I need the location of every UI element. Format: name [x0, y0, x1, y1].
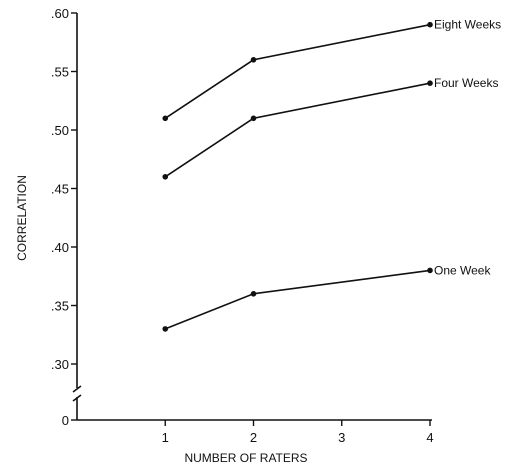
data-point-eight-weeks — [427, 21, 433, 28]
series-label-eight-weeks: Eight Weeks — [434, 18, 501, 32]
y-axis-break-mark — [72, 394, 82, 402]
data-point-four-weeks — [162, 174, 169, 180]
axes — [72, 13, 432, 421]
y-tick-label: .35 — [51, 299, 69, 314]
y-tick-label: .40 — [51, 240, 69, 255]
y-axis-break-mark — [72, 385, 82, 393]
series-group: Eight Weeks Four Weeks One Week — [162, 18, 501, 332]
data-point-four-weeks — [250, 115, 257, 122]
series-line-one-week — [164, 269, 431, 330]
data-point-one-week — [162, 326, 169, 332]
y-axis-label: CORRELATION — [15, 175, 29, 261]
data-point-one-week — [427, 267, 433, 274]
data-point-eight-weeks — [162, 115, 169, 122]
series-label-one-week: One Week — [434, 263, 491, 277]
y-tick-label: .30 — [51, 357, 69, 372]
x-tick-label: 3 — [338, 430, 345, 445]
data-point-four-weeks — [427, 80, 433, 86]
y-tick-label: .55 — [51, 65, 69, 80]
series-line-eight-weeks — [164, 23, 431, 119]
data-point-eight-weeks — [250, 57, 257, 63]
x-tick-label: 2 — [250, 430, 257, 445]
series-line-four-weeks — [164, 82, 431, 178]
data-point-one-week — [250, 291, 257, 297]
x-axis-label: NUMBER OF RATERS — [184, 451, 307, 465]
series-label-four-weeks: Four Weeks — [434, 76, 498, 90]
x-tick-label: 4 — [426, 430, 433, 445]
y-tick-label: .60 — [51, 6, 69, 21]
tick-group: .60 .55 .50 .45 .40 .35 .30 0 1 2 3 4 — [51, 6, 434, 445]
x-tick-label: 1 — [162, 430, 169, 445]
y-tick-label: .45 — [51, 182, 69, 197]
y-tick-label: .50 — [51, 123, 69, 138]
y-tick-label: 0 — [62, 413, 69, 428]
